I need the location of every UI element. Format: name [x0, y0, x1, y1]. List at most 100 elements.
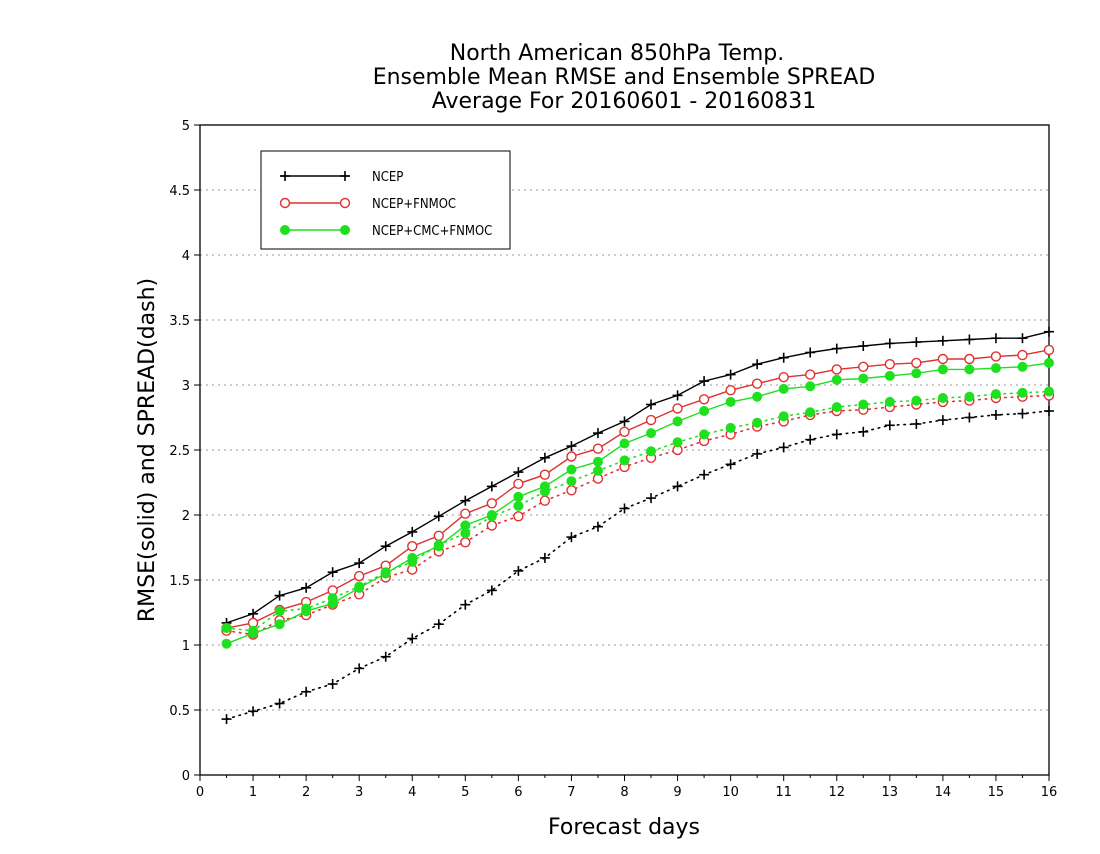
x-tick-label: 3 — [355, 785, 363, 800]
legend-label: NCEP+CMC+FNMOC — [372, 224, 492, 239]
plus-marker — [805, 347, 816, 358]
open-circle-marker — [1043, 344, 1055, 356]
plus-marker — [327, 567, 338, 578]
filled-circle-marker — [672, 416, 683, 427]
spread-line — [225, 394, 1050, 636]
filled-circle-marker — [990, 363, 1001, 374]
filled-circle-marker — [937, 393, 948, 403]
plus-marker — [327, 679, 338, 689]
plus-marker — [646, 399, 657, 410]
x-tick-label: 10 — [722, 785, 739, 800]
plus-marker — [354, 663, 365, 674]
spread-line — [225, 390, 1050, 632]
open-circle-marker — [858, 361, 869, 372]
filled-circle-marker — [274, 606, 285, 617]
series-group — [221, 326, 1055, 725]
filled-circle-marker — [778, 383, 789, 394]
filled-circle-marker — [778, 411, 789, 422]
plus-marker — [354, 558, 365, 569]
y-tick-label: 2.5 — [169, 444, 190, 459]
filled-circle-marker — [486, 511, 497, 522]
series-ncep-cmc-fnmoc — [221, 357, 1054, 649]
open-circle-marker — [279, 197, 291, 209]
plus-marker — [646, 493, 657, 504]
plus-marker — [274, 590, 285, 601]
plus-marker — [911, 337, 922, 348]
filled-circle-marker — [884, 370, 895, 381]
filled-circle-marker — [646, 446, 657, 457]
plus-marker — [858, 341, 869, 351]
y-tick-label: 0.5 — [169, 704, 190, 719]
plus-marker — [1044, 406, 1054, 416]
filled-circle-marker — [460, 528, 471, 539]
open-circle-marker — [433, 530, 444, 541]
plus-marker — [566, 532, 577, 543]
filled-circle-marker — [805, 381, 816, 392]
y-tick-label: 1 — [182, 639, 190, 654]
plus-marker — [486, 585, 497, 596]
filled-circle-marker — [646, 428, 657, 439]
plus-marker — [539, 452, 550, 463]
plus-marker — [725, 369, 736, 380]
plus-marker — [619, 416, 630, 427]
open-circle-marker — [672, 403, 683, 414]
filled-circle-marker — [301, 603, 312, 614]
filled-circle-marker — [884, 396, 895, 407]
x-tick-label: 15 — [988, 785, 1005, 800]
chart-title-line-2: Ensemble Mean RMSE and Ensemble SPREAD — [373, 65, 876, 90]
filled-circle-marker — [831, 374, 842, 385]
legend: NCEP NCEP+FNMOC NCEP+CMC+FNMOC — [260, 150, 511, 250]
y-tick-label: 5 — [182, 119, 190, 134]
plus-marker — [513, 565, 524, 576]
legend-label: NCEP+FNMOC — [372, 197, 456, 212]
filled-circle-marker — [964, 391, 975, 402]
chart-title-line-3: Average For 20160601 - 20160831 — [432, 89, 817, 114]
filled-circle-marker — [672, 437, 683, 448]
open-circle-marker — [592, 443, 604, 454]
legend-box — [260, 150, 511, 250]
y-tick-label: 4 — [182, 249, 190, 264]
filled-circle-marker — [539, 486, 550, 497]
filled-circle-marker — [805, 407, 816, 418]
plus-marker — [725, 459, 736, 470]
x-tick-label: 5 — [461, 785, 469, 800]
plus-marker — [1017, 333, 1028, 344]
filled-circle-marker — [221, 623, 232, 634]
open-circle-marker — [339, 197, 351, 209]
plus-marker — [778, 352, 789, 363]
filled-circle-marker — [592, 465, 603, 476]
filled-circle-marker — [407, 556, 418, 567]
x-tick-label: 1 — [249, 785, 257, 800]
open-circle-marker — [964, 353, 975, 365]
filled-circle-marker — [513, 500, 524, 511]
plus-marker — [858, 426, 869, 437]
x-axis-title: Forecast days — [548, 815, 700, 840]
x-tick-label: 6 — [514, 785, 522, 800]
filled-circle-marker — [725, 422, 736, 433]
filled-circle-marker — [752, 391, 763, 402]
plus-marker — [513, 467, 524, 478]
filled-circle-marker — [1017, 361, 1028, 372]
filled-circle-marker — [964, 364, 975, 375]
plus-marker — [301, 686, 312, 697]
open-circle-marker — [460, 537, 471, 548]
filled-circle-marker — [1017, 387, 1028, 398]
plus-marker — [280, 171, 290, 181]
x-tick-label: 0 — [196, 785, 204, 800]
y-tick-label: 3.5 — [169, 314, 190, 329]
plus-marker — [752, 359, 763, 370]
plus-marker — [964, 334, 975, 345]
y-tick-label: 1.5 — [169, 574, 190, 589]
filled-circle-marker — [280, 225, 290, 235]
open-circle-marker — [831, 364, 842, 375]
plus-marker — [407, 633, 418, 644]
filled-circle-marker — [752, 417, 763, 428]
open-circle-marker — [407, 541, 418, 552]
plus-marker — [380, 651, 391, 662]
x-tick-label: 14 — [935, 785, 952, 800]
filled-circle-marker — [699, 406, 710, 416]
open-circle-marker — [566, 485, 577, 496]
y-tick-label: 3 — [182, 379, 190, 394]
